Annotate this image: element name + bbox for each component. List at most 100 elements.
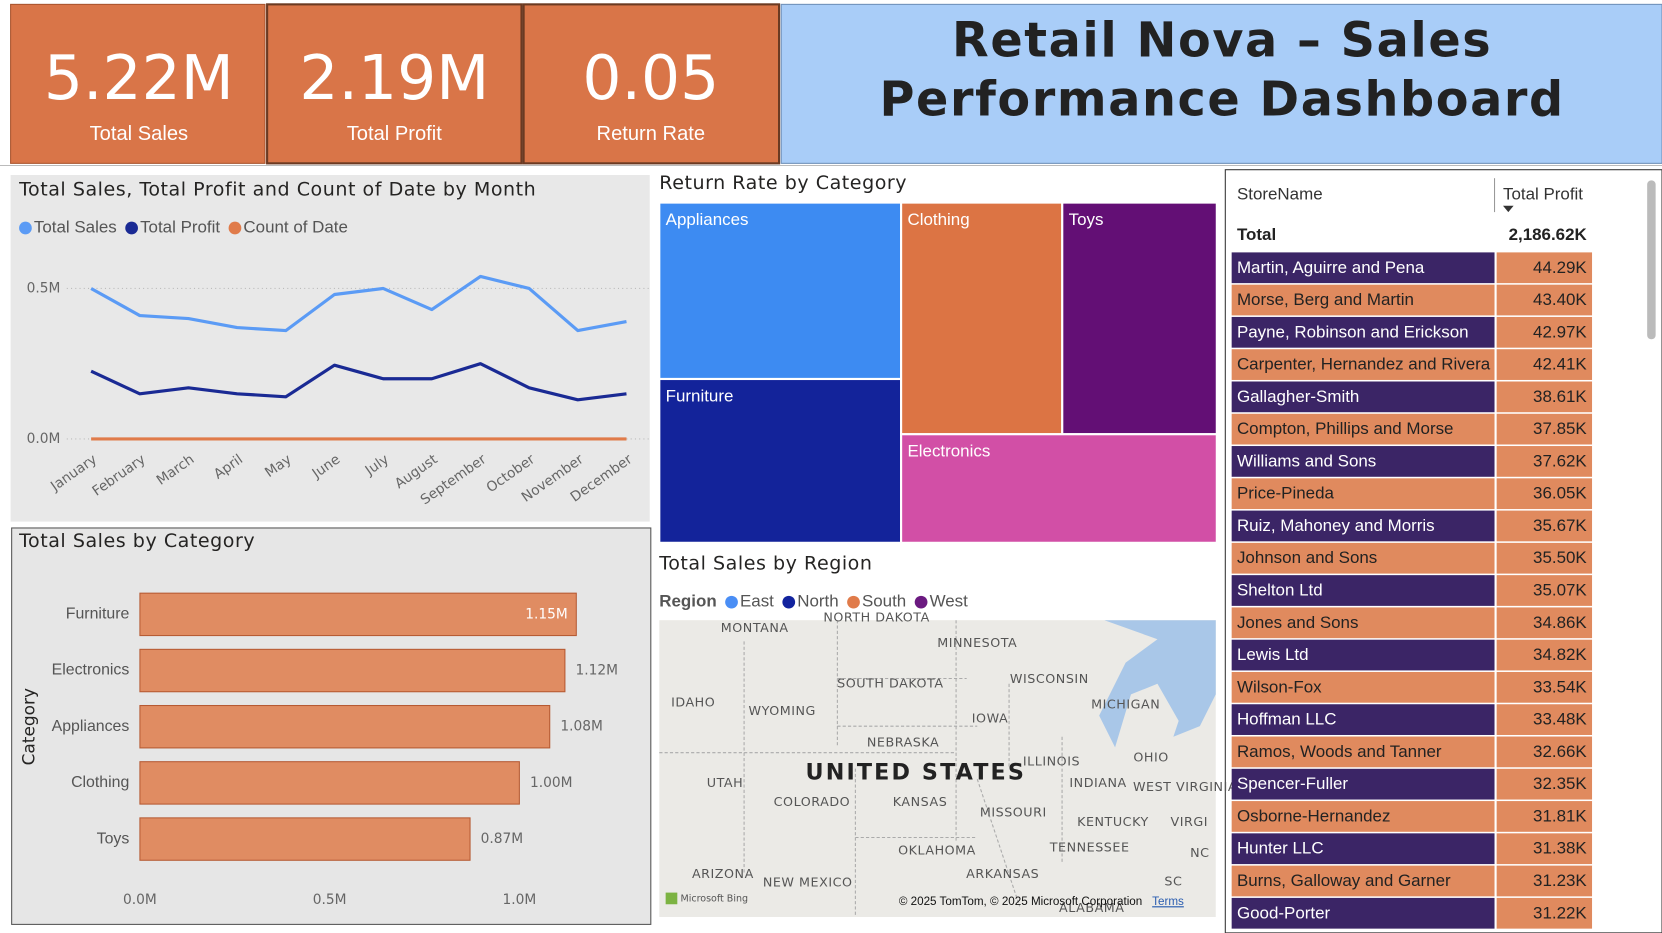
- treemap-cell: [1061, 201, 1218, 436]
- state-borders: [659, 620, 1063, 917]
- table-value-cell: [1496, 381, 1593, 413]
- store-profit: 31.38K: [1533, 839, 1587, 858]
- table-value-cell: [1496, 768, 1593, 800]
- map-label: MISSOURI: [980, 805, 1047, 820]
- table-value-cell: [1496, 704, 1593, 735]
- data-label: 0.87M: [481, 831, 524, 847]
- map-label: MINNESOTA: [937, 635, 1017, 650]
- kpi-value: 5.22M: [44, 43, 234, 114]
- store-name: Compton, Phillips and Morse: [1237, 419, 1454, 438]
- legend-marker: [914, 595, 928, 609]
- column-header[interactable]: Total Profit: [1503, 185, 1583, 204]
- legend-label: South: [862, 592, 906, 611]
- map-label: WISCONSIN: [1010, 671, 1089, 686]
- legend-marker: [847, 595, 860, 609]
- table-name-cell: [1231, 639, 1495, 671]
- map-label: UTAH: [707, 775, 743, 790]
- y-tick-label: Furniture: [66, 606, 130, 623]
- store-profit: 34.86K: [1533, 613, 1587, 632]
- store-name: Johnson and Sons: [1237, 548, 1377, 567]
- table-value-cell: [1496, 833, 1593, 865]
- store-name: Price-Pineda: [1237, 484, 1335, 503]
- column-header[interactable]: StoreName: [1237, 185, 1323, 204]
- treemap-label: Clothing: [907, 210, 969, 229]
- store-profit: 35.50K: [1533, 548, 1587, 567]
- treemap-label: Furniture: [666, 386, 734, 405]
- treemap-label: Toys: [1069, 210, 1104, 229]
- map-label: KENTUCKY: [1077, 814, 1149, 829]
- table-name-cell: [1231, 575, 1495, 606]
- map-label: KANSAS: [893, 794, 948, 809]
- title-panel: [780, 3, 1662, 164]
- bar: [139, 817, 471, 861]
- table-name-cell: [1231, 413, 1495, 445]
- map-label: NEW MEXICO: [763, 875, 853, 890]
- scrollbar[interactable]: [1647, 180, 1656, 340]
- store-name: Ramos, Woods and Tanner: [1237, 742, 1442, 761]
- x-tick-label: 0.5M: [313, 892, 347, 908]
- table-value-cell: [1496, 510, 1593, 542]
- store-profit: 33.54K: [1533, 677, 1587, 696]
- store-name: Hunter LLC: [1237, 839, 1324, 858]
- table-name-cell: [1231, 316, 1495, 348]
- provider-logo: [665, 892, 678, 905]
- store-name: Ruiz, Mahoney and Morris: [1237, 516, 1435, 535]
- map-label: COLORADO: [774, 794, 851, 809]
- table-value-cell: [1496, 349, 1593, 380]
- treemap-cell: [658, 377, 903, 544]
- table-name-cell: [1231, 478, 1495, 510]
- kpi-label: Total Sales: [90, 123, 188, 145]
- treemap-label: Electronics: [907, 442, 990, 461]
- map-attribution: © 2025 TomTom, © 2025 Microsoft Corporat…: [899, 895, 1142, 908]
- legend-marker: [19, 221, 32, 235]
- table-name-cell: [1231, 510, 1495, 542]
- legend-label: Total Sales: [34, 217, 117, 236]
- table-name-cell: [1231, 446, 1495, 477]
- kpi-card: [10, 3, 266, 164]
- treemap-cell: [900, 433, 1218, 544]
- table-name-cell: [1231, 736, 1495, 768]
- store-profit: 35.07K: [1533, 581, 1587, 600]
- table-name-cell: [1231, 768, 1495, 800]
- store-profit: 32.66K: [1533, 742, 1587, 761]
- store-profit: 37.62K: [1533, 451, 1587, 470]
- table-name-cell: [1231, 381, 1495, 413]
- table-value-cell: [1496, 413, 1593, 445]
- sort-indicator[interactable]: [1503, 205, 1514, 213]
- map-label: NEBRASKA: [867, 735, 939, 750]
- table-name-cell: [1231, 252, 1495, 284]
- kpi-card: [266, 3, 523, 165]
- map-label: WYOMING: [749, 703, 816, 718]
- store-name: Spencer-Fuller: [1237, 774, 1348, 793]
- map-terms[interactable]: Terms: [1152, 895, 1184, 908]
- store-name: Osborne-Hernandez: [1237, 806, 1390, 825]
- table-name-cell: [1231, 704, 1495, 735]
- table-value-cell: [1496, 607, 1593, 639]
- map-label: MONTANA: [721, 620, 789, 635]
- store-profit: 36.05K: [1533, 484, 1587, 503]
- store-name: Martin, Aguirre and Pena: [1237, 258, 1425, 277]
- map-label: IDAHO: [671, 694, 715, 709]
- store-name: Gallagher-Smith: [1237, 387, 1359, 406]
- legend-marker: [125, 221, 138, 235]
- map-label: VIRGI: [1171, 814, 1209, 829]
- total-value: 2,186.62K: [1509, 225, 1588, 244]
- map-label: UNITED STATES: [806, 759, 1026, 785]
- legend-label: Count of Date: [243, 217, 348, 236]
- store-profit: 42.41K: [1533, 355, 1587, 374]
- bar: [139, 761, 520, 805]
- map-label: MICHIGAN: [1091, 696, 1160, 711]
- store-name: Wilson-Fox: [1237, 677, 1322, 696]
- table-value-cell: [1496, 252, 1593, 284]
- store-name: Payne, Robinson and Erickson: [1237, 322, 1469, 341]
- legend-marker: [228, 221, 242, 235]
- bar: [139, 648, 566, 693]
- dashboard-title: Retail Nova – Sales Performance Dashboar…: [879, 11, 1565, 128]
- store-name: Burns, Galloway and Garner: [1237, 871, 1451, 890]
- treemap-label: Appliances: [666, 210, 749, 229]
- table-name-cell: [1231, 801, 1495, 832]
- store-profit: 31.81K: [1533, 806, 1587, 825]
- data-label: 1.15M: [525, 606, 568, 622]
- map-label: ARIZONA: [692, 866, 754, 881]
